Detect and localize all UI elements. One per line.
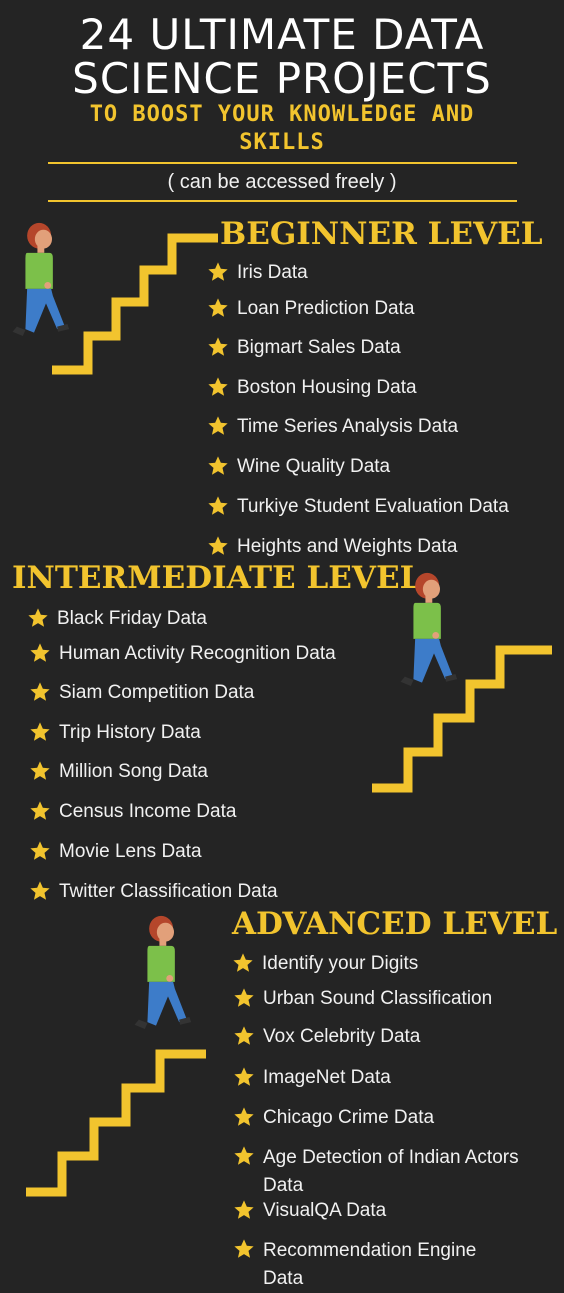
list-item: Time Series Analysis Data xyxy=(207,414,547,440)
star-icon xyxy=(207,495,229,517)
list-item: Heights and Weights Data xyxy=(207,534,547,560)
list-item: Identify your Digits xyxy=(232,951,552,977)
star-icon xyxy=(27,607,49,629)
star-icon xyxy=(207,455,229,477)
list-item: Recommendation Engine Data xyxy=(233,1237,553,1293)
list-item: Siam Competition Data xyxy=(29,680,369,706)
star-icon xyxy=(29,642,51,664)
list-item: Turkiye Student Evaluation Data xyxy=(207,494,547,520)
walking-person-icon xyxy=(132,905,192,1045)
access-note: ( can be accessed freely ) xyxy=(167,171,397,193)
list-item: Age Detection of Indian Actors Data xyxy=(233,1144,553,1200)
staircase-icon xyxy=(370,642,554,794)
star-icon xyxy=(207,297,229,319)
star-icon xyxy=(29,721,51,743)
title-line-2: SCIENCE PROJECTS xyxy=(72,54,492,103)
star-icon xyxy=(207,336,229,358)
staircase-icon xyxy=(50,232,220,377)
star-icon xyxy=(207,261,229,283)
star-icon xyxy=(29,760,51,782)
list-item: Wine Quality Data xyxy=(207,454,547,480)
list-item: VisualQA Data xyxy=(233,1198,553,1224)
star-icon xyxy=(233,1106,255,1128)
list-item: Black Friday Data xyxy=(27,606,367,632)
star-icon xyxy=(207,535,229,557)
subtitle-line-1: TO BOOST YOUR KNOWLEDGE AND xyxy=(89,102,475,127)
list-item: Urban Sound Classification xyxy=(233,986,553,1012)
list-item: Iris Data xyxy=(207,260,547,286)
list-item: Human Activity Recognition Data xyxy=(29,641,369,667)
star-icon xyxy=(232,952,254,974)
star-icon xyxy=(29,840,51,862)
star-icon xyxy=(207,376,229,398)
beginner-heading: BEGINNER LEVEL xyxy=(220,216,543,252)
list-item: Trip History Data xyxy=(29,720,369,746)
star-icon xyxy=(233,1025,255,1047)
list-item: Vox Celebrity Data xyxy=(233,1024,553,1050)
advanced-heading: ADVANCED LEVEL xyxy=(232,906,558,942)
staircase-icon xyxy=(24,1046,208,1198)
list-item: Million Song Data xyxy=(29,759,369,785)
star-icon xyxy=(233,987,255,1009)
star-icon xyxy=(207,415,229,437)
list-item: Bigmart Sales Data xyxy=(207,335,547,361)
list-item: Chicago Crime Data xyxy=(233,1105,553,1131)
list-item: Movie Lens Data xyxy=(29,839,369,865)
star-icon xyxy=(29,681,51,703)
star-icon xyxy=(29,800,51,822)
star-icon xyxy=(29,880,51,902)
star-icon xyxy=(233,1199,255,1221)
divider-top xyxy=(48,162,517,164)
star-icon xyxy=(233,1238,255,1260)
list-item: ImageNet Data xyxy=(233,1065,553,1091)
list-item: Census Income Data xyxy=(29,799,369,825)
list-item: Boston Housing Data xyxy=(207,375,547,401)
list-item: Twitter Classification Data xyxy=(29,879,369,905)
divider-bottom xyxy=(48,200,517,202)
title-line-1: 24 ULTIMATE DATA xyxy=(79,10,485,59)
intermediate-heading: INTERMEDIATE LEVEL xyxy=(12,560,422,596)
list-item: Loan Prediction Data xyxy=(207,296,547,322)
subtitle-line-2: SKILLS xyxy=(239,130,325,155)
star-icon xyxy=(233,1066,255,1088)
star-icon xyxy=(233,1145,255,1167)
